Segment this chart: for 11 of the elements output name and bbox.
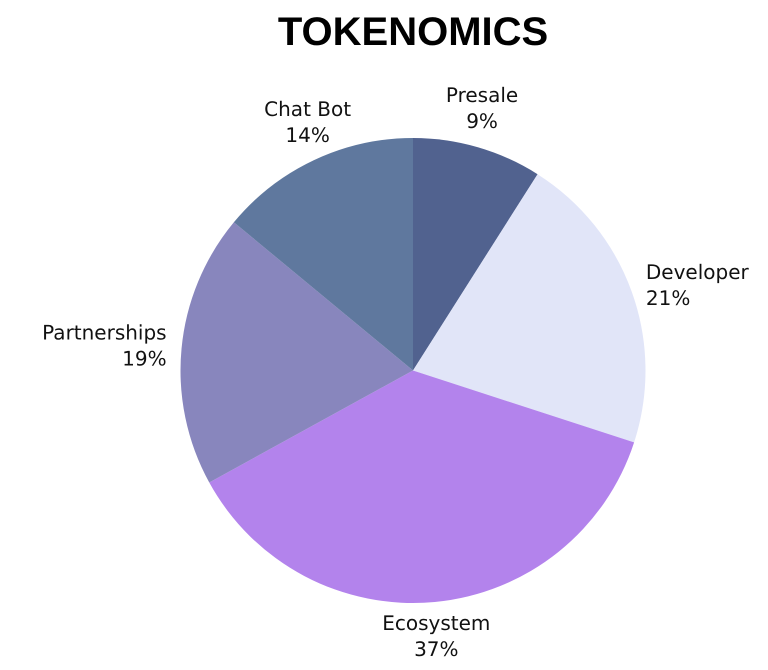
slice-label: Developer <box>646 260 750 284</box>
slice-label: Chat Bot <box>264 96 352 121</box>
slice-label: Partnerships <box>42 320 167 344</box>
data-label: 21% <box>646 286 690 310</box>
chart-title: TOKENOMICS <box>278 10 548 54</box>
data-label: 37% <box>414 637 459 662</box>
data-label: 9% <box>466 109 498 134</box>
slice-label: Ecosystem <box>382 611 490 636</box>
data-label: 19% <box>122 346 167 370</box>
data-label: 14% <box>285 122 330 147</box>
slice-label: Presale <box>446 83 518 108</box>
